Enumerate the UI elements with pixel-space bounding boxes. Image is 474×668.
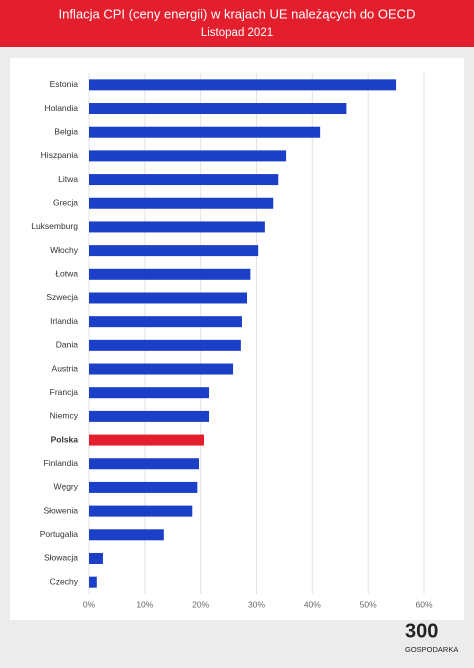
bar [89, 576, 97, 588]
y-tick-label: Węgry [53, 482, 78, 492]
y-tick-label: Belgia [54, 126, 78, 136]
bar [89, 505, 193, 517]
chart-subtitle: Listopad 2021 [201, 27, 273, 39]
bar [89, 387, 210, 399]
bar [89, 150, 287, 162]
x-tick-label: 20% [192, 599, 209, 609]
chart-title: Inflacja CPI (ceny energii) w krajach UE… [59, 6, 416, 21]
bar [89, 174, 279, 186]
y-tick-label: Litwa [58, 174, 78, 184]
bar [89, 458, 199, 470]
y-tick-label: Estonia [50, 79, 79, 89]
y-tick-label: Szwecja [46, 292, 78, 302]
bar [89, 552, 103, 564]
plot: 0% 10% 20% 30% 40% 50% 60% Estonia Holandia Belgi… [31, 73, 433, 609]
y-tick-label: Holandia [44, 103, 78, 113]
y-tick-label: Finlandia [44, 458, 79, 468]
header-band [0, 0, 474, 47]
bar [89, 410, 210, 422]
bar [89, 292, 248, 304]
y-tick-label: Słowacja [44, 553, 78, 563]
x-tick-label: 10% [136, 599, 153, 609]
y-tick-label: Dania [56, 340, 78, 350]
y-tick-label: Włochy [50, 245, 79, 255]
x-tick-label: 50% [360, 599, 377, 609]
bar [89, 221, 265, 233]
x-tick-label: 30% [248, 599, 265, 609]
logo-name: GOSPODARKA [405, 645, 458, 654]
bar [89, 245, 259, 257]
y-tick-label: Hiszpania [41, 150, 79, 160]
bar [89, 363, 234, 375]
bar [89, 316, 242, 328]
bar [89, 126, 321, 138]
y-tick-label: Łotwa [55, 269, 78, 279]
bar [89, 79, 397, 91]
y-tick-label: Czechy [50, 576, 79, 586]
y-tick-label: Luksemburg [31, 221, 78, 231]
bar [89, 103, 347, 115]
y-tick-label: Grecja [53, 198, 78, 208]
chart-card [10, 58, 464, 620]
y-tick-label: Słowenia [44, 505, 79, 515]
bar [89, 481, 198, 493]
bar [89, 268, 251, 280]
y-tick-label: Austria [52, 363, 79, 373]
logo-number: 300 [405, 620, 438, 642]
x-tick-label: 40% [304, 599, 321, 609]
y-tick-label: Niemcy [50, 411, 79, 421]
y-tick-label: Irlandia [50, 316, 78, 326]
x-tick-label: 60% [415, 599, 432, 609]
bar [89, 529, 164, 541]
bar [89, 434, 205, 446]
bar [89, 197, 274, 209]
y-tick-label: Portugalia [40, 529, 79, 539]
y-tick-label: Francja [50, 387, 79, 397]
y-tick-label: Polska [51, 434, 79, 444]
bar [89, 339, 241, 351]
x-tick-label: 0% [83, 599, 96, 609]
